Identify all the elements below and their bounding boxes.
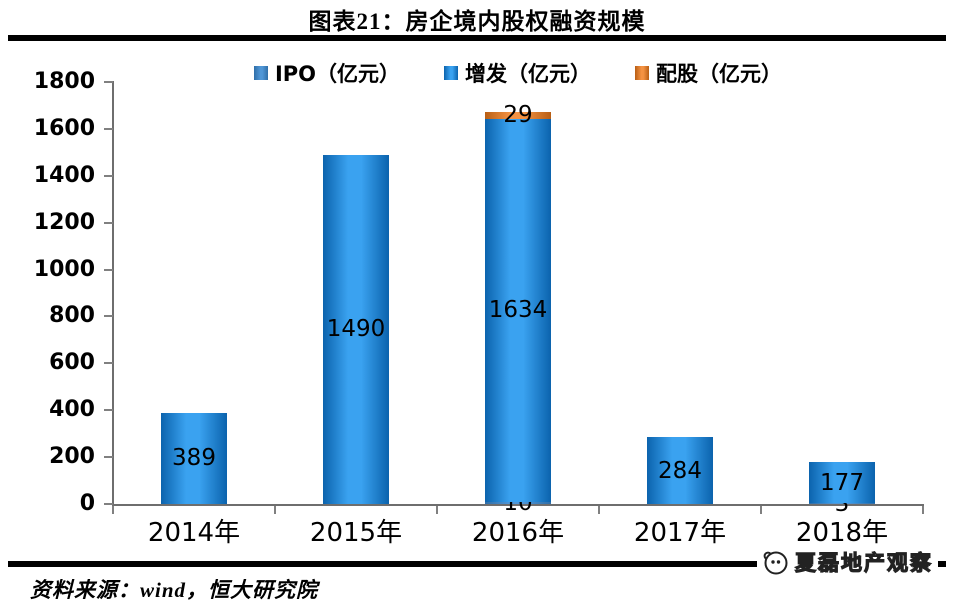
x-tick — [760, 506, 762, 514]
y-tick — [104, 456, 113, 459]
legend-swatch — [635, 66, 650, 80]
y-axis-line — [112, 81, 114, 505]
watermark: 夏磊地产观察 — [757, 547, 938, 577]
bar-label: 177 — [820, 469, 864, 496]
bar-segment — [647, 437, 713, 504]
y-tick-label: 1400 — [33, 162, 95, 188]
bar-label: 29 — [503, 102, 533, 129]
y-tick-label: 1200 — [33, 209, 95, 235]
watermark-logo-icon — [763, 551, 788, 575]
x-tick — [274, 506, 276, 514]
legend-label: 配股（亿元） — [656, 62, 783, 86]
bar-label: 1490 — [326, 316, 386, 343]
y-tick — [104, 362, 113, 365]
x-tick — [436, 506, 438, 514]
y-tick-label: 1000 — [33, 256, 95, 282]
x-tick — [598, 506, 600, 514]
bar-segment — [809, 503, 875, 504]
y-tick — [104, 81, 113, 83]
bar-segment — [485, 111, 551, 119]
x-tick-label: 2017年 — [633, 518, 727, 548]
legend-swatch — [253, 66, 268, 80]
bottom-rule — [8, 561, 946, 567]
x-tick-label: 2014年 — [147, 518, 241, 548]
y-tick — [104, 268, 113, 271]
legend-label: 增发（亿元） — [465, 62, 592, 86]
y-tick-label: 1800 — [33, 69, 95, 94]
y-tick-label: 1600 — [33, 115, 95, 141]
y-tick — [104, 127, 113, 130]
bar-segment — [485, 118, 551, 502]
y-tick — [104, 503, 113, 505]
legend: IPO（亿元） 增发（亿元） 配股（亿元） — [113, 58, 923, 88]
y-tick-label: 400 — [49, 397, 95, 423]
y-tick — [104, 315, 113, 318]
bar-segment — [161, 412, 227, 504]
bar-label: 284 — [658, 457, 702, 484]
legend-swatch — [444, 66, 459, 80]
y-tick-label: 0 — [79, 491, 95, 516]
x-axis-line — [112, 504, 924, 506]
legend-label: IPO（亿元） — [274, 62, 401, 86]
source-note: 资料来源：wind，恒大研究院 — [30, 578, 319, 602]
bar-label: 1634 — [488, 297, 548, 324]
y-tick — [104, 174, 113, 177]
y-tick-label: 600 — [49, 350, 95, 376]
x-tick — [112, 506, 114, 514]
bar-segment — [485, 501, 551, 504]
chart-title: 图表21：房企境内股权融资规模 — [308, 9, 646, 34]
top-rule — [8, 35, 946, 41]
x-tick-label: 2015年 — [309, 518, 403, 548]
bar-segment — [809, 461, 875, 504]
y-tick-label: 200 — [49, 444, 95, 470]
legend-item: IPO（亿元） — [253, 58, 401, 88]
y-tick — [104, 409, 113, 412]
y-tick-label: 800 — [49, 303, 95, 329]
watermark-label: 夏磊地产观察 — [794, 550, 933, 575]
x-tick-label: 2016年 — [471, 518, 565, 548]
bar-segment — [323, 154, 389, 504]
x-tick-label: 2018年 — [795, 518, 889, 548]
legend-item: 配股（亿元） — [635, 58, 782, 88]
legend-item: 增发（亿元） — [444, 58, 591, 88]
bar-label: 389 — [172, 445, 216, 472]
x-tick — [922, 506, 924, 514]
y-tick — [104, 221, 113, 224]
